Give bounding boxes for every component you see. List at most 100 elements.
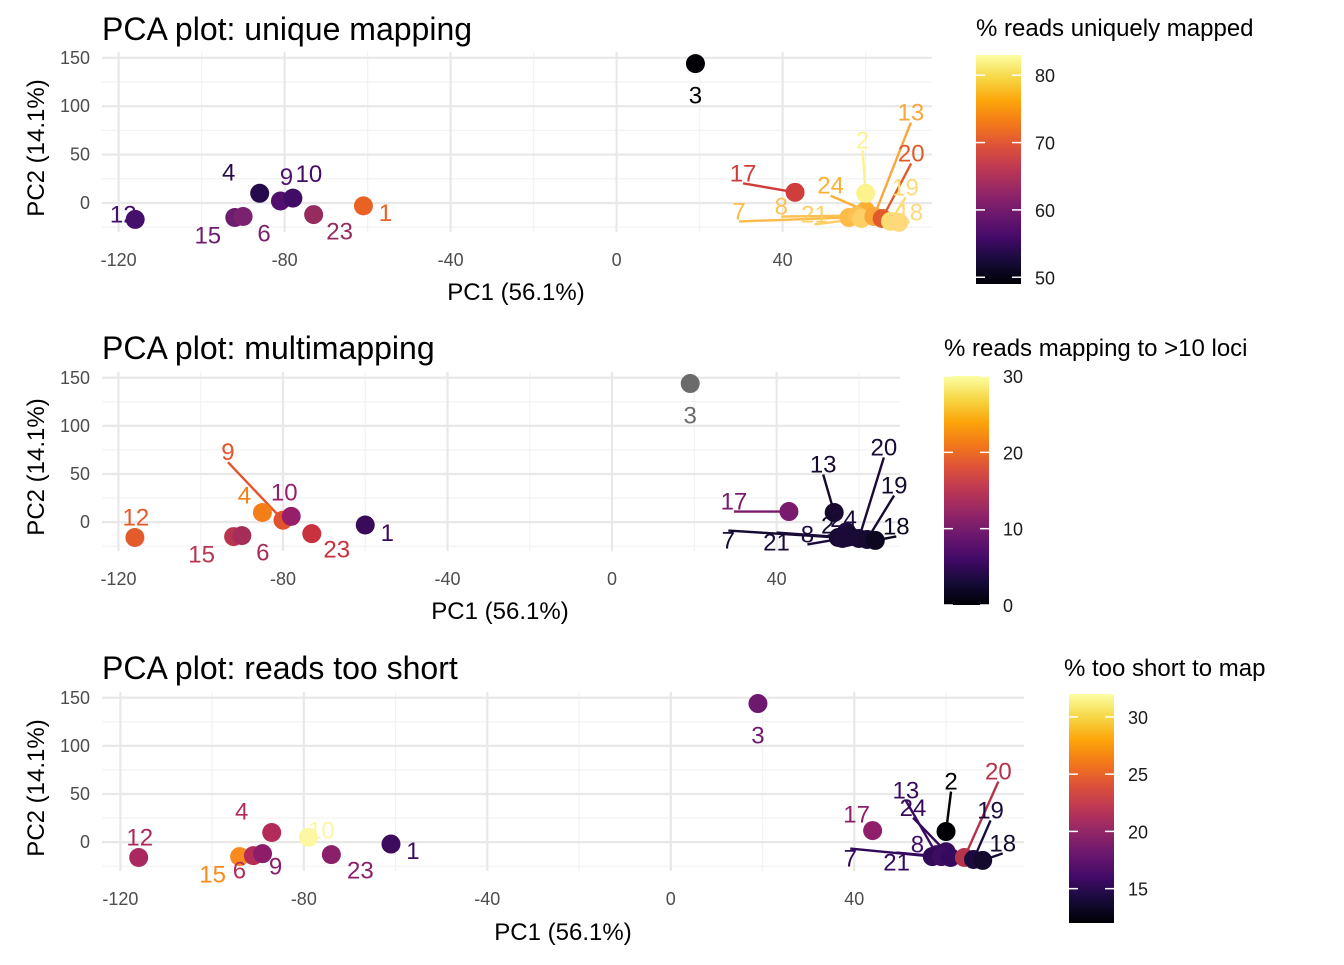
leader-line — [963, 781, 1000, 859]
point-label: 6 — [257, 221, 270, 248]
point-label: 13 — [810, 452, 837, 479]
data-points — [125, 374, 885, 550]
data-point — [252, 503, 272, 523]
colorbar — [1069, 694, 1114, 923]
plot-title: PCA plot: reads too short — [102, 650, 458, 686]
point-label: 2 — [856, 127, 869, 154]
data-point — [685, 54, 705, 74]
y-axis-title: PC2 (14.1%) — [23, 398, 50, 535]
colorbar-tick-label: 10 — [1003, 520, 1023, 540]
x-tick-label: -120 — [102, 889, 138, 909]
y-tick-label: 150 — [60, 48, 90, 68]
x-tick-labels: -120 -80 -40 0 40 — [100, 569, 786, 589]
legend-title: % too short to map — [1064, 655, 1265, 682]
point-label: 10 — [271, 479, 298, 506]
point-label: 3 — [689, 83, 702, 110]
point-label: 4 — [222, 159, 235, 186]
plot-title: PCA plot: multimapping — [102, 330, 435, 366]
y-tick-labels: 0 50 100 150 — [60, 48, 90, 213]
colorbar-tick-label: 80 — [1035, 66, 1055, 86]
point-label: 9 — [269, 854, 282, 881]
point-label: 17 — [730, 160, 757, 187]
point-label: 20 — [898, 140, 925, 167]
x-tick-label: -120 — [100, 569, 136, 589]
point-label: 21 — [801, 201, 828, 228]
colorbar — [976, 55, 1021, 284]
point-label: 19 — [892, 174, 919, 201]
data-point — [321, 845, 341, 865]
point-label: 10 — [308, 817, 335, 844]
colorbar-tick-label: 30 — [1003, 367, 1023, 387]
x-tick-label: 0 — [612, 250, 622, 270]
x-tick-label: -80 — [291, 889, 317, 909]
point-label: 18 — [896, 199, 923, 226]
data-point — [865, 530, 885, 550]
y-tick-label: 50 — [70, 464, 90, 484]
point-label: 20 — [985, 759, 1012, 786]
colorbar-ticks: 50 60 70 80 — [976, 66, 1055, 288]
y-tick-label: 100 — [60, 736, 90, 756]
panel-multimapping: PCA plot: multimapping PC1 (56.1%) PC2 (… — [23, 330, 1248, 625]
legend-title: % reads uniquely mapped — [976, 15, 1254, 42]
y-axis-title: PC2 (14.1%) — [23, 719, 50, 856]
point-label: 24 — [900, 795, 927, 822]
point-label: 1 — [381, 520, 394, 547]
y-tick-label: 0 — [80, 193, 90, 213]
point-label: 19 — [881, 472, 908, 499]
point-label: 23 — [347, 858, 374, 885]
point-label: 17 — [843, 802, 870, 829]
data-point — [281, 506, 301, 526]
point-label: 6 — [233, 858, 246, 885]
data-point — [973, 850, 993, 870]
point-label: 9 — [280, 164, 293, 191]
data-point — [125, 209, 145, 229]
colorbar-ticks: 0 10 20 30 — [944, 367, 1023, 616]
y-tick-label: 150 — [60, 368, 90, 388]
leader-line — [872, 122, 913, 217]
colorbar-tick-label: 0 — [1003, 596, 1013, 616]
y-tick-label: 100 — [60, 416, 90, 436]
point-label: 15 — [188, 542, 215, 569]
y-tick-labels: 0 50 100 150 — [60, 688, 90, 852]
point-label: 13 — [898, 100, 925, 127]
y-tick-label: 50 — [70, 145, 90, 165]
data-point — [824, 503, 844, 523]
point-label: 4 — [235, 799, 248, 826]
legend-title: % reads mapping to >10 loci — [944, 335, 1248, 362]
x-tick-label: 0 — [607, 569, 617, 589]
x-tick-label: -80 — [270, 569, 296, 589]
y-tick-labels: 0 50 100 150 — [60, 368, 90, 532]
point-label: 4 — [238, 483, 251, 510]
point-label: 7 — [722, 528, 735, 555]
data-point — [779, 502, 799, 522]
point-label: 12 — [123, 505, 150, 532]
colorbar-tick-label: 15 — [1128, 880, 1148, 900]
point-label: 23 — [323, 537, 350, 564]
leader-line — [227, 461, 284, 522]
x-tick-label: 40 — [773, 250, 793, 270]
colorbar — [944, 376, 989, 605]
point-label: 20 — [871, 434, 898, 461]
data-point — [680, 374, 700, 394]
point-label: 8 — [801, 521, 814, 548]
colorbar-tick-label: 30 — [1128, 708, 1148, 728]
point-label: 13 — [892, 778, 919, 805]
x-axis-title: PC1 (56.1%) — [494, 919, 631, 946]
colorbar-tick-label: 60 — [1035, 201, 1055, 221]
data-point — [785, 182, 805, 202]
x-tick-label: -40 — [435, 569, 461, 589]
point-label: 21 — [883, 850, 910, 877]
point-label: 12 — [110, 201, 137, 228]
point-label: 2 — [821, 513, 834, 540]
data-point — [230, 847, 250, 867]
y-tick-label: 50 — [70, 784, 90, 804]
point-label: 1 — [406, 838, 419, 865]
data-point — [863, 821, 883, 841]
data-point — [283, 188, 303, 208]
point-label: 9 — [221, 439, 234, 466]
plot-title: PCA plot: unique mapping — [102, 11, 472, 47]
data-point — [129, 848, 149, 868]
